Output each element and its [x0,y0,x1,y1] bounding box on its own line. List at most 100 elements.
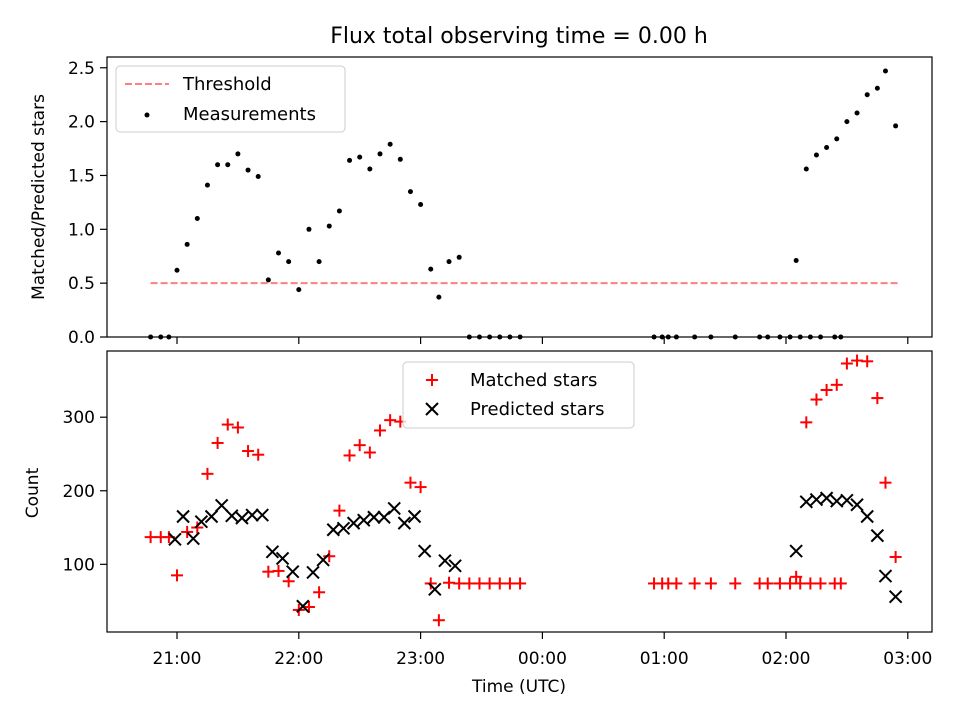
measurement-point [174,267,180,273]
measurement-point [436,294,442,300]
x-tick-label: 00:00 [518,649,567,669]
predicted-star-point [830,494,844,508]
measurement-point [316,259,322,265]
measurement-point [336,208,342,214]
matched-star-point [784,577,797,590]
measurement-point [184,241,190,247]
predicted-star-point [168,532,182,547]
predicted-star-point [275,551,290,566]
matched-star-point [414,481,427,494]
bottom-legend-box [402,361,635,429]
matched-star-point [804,577,817,590]
predicted-star-point [367,510,381,524]
predicted-star-point [296,599,310,613]
measurement-point [347,157,353,163]
top-y-axis: 0.0 0.5 1.0 1.5 2.0 2.5 [68,59,107,348]
bottom-panel: 100 200 300 21:00 22:00 23:00 00:00 01:00 02:00… [23,350,933,697]
bottom-y-tick-label: 200 [63,482,95,502]
bottom-y-tick-label: 300 [63,408,95,428]
matched-star-point [191,521,204,534]
legend-threshold-label: Threshold [182,74,272,95]
matched-star-point [514,577,527,590]
bottom-marks-layer [144,354,903,627]
matched-star-point [810,393,823,406]
matched-star-point [879,476,892,489]
legend-measurements-label: Measurements [183,104,316,125]
top-legend: Threshold Measurements [115,65,346,133]
x-tick-label: 02:00 [762,649,811,669]
measurement-point [893,123,899,129]
matched-star-point [729,577,742,590]
x-tick-label: 01:00 [640,649,689,669]
matched-star-point [262,565,275,578]
bottom-y-tick-label: 100 [63,555,95,575]
predicted-star-point [870,528,885,543]
predicted-star-point [235,511,249,525]
predicted-star-point [336,521,351,535]
predicted-star-point [860,509,874,524]
matched-star-point [453,577,466,590]
measurement-point [882,68,888,74]
matched-star-point [830,378,843,391]
measurement-point [296,287,302,293]
predicted-star-point [186,531,200,546]
measurement-point [367,166,373,172]
matched-star-point [463,577,476,590]
matched-star-point [851,354,864,367]
measurement-point [255,174,261,180]
predicted-star-point [819,491,834,505]
legend-matched-swatch [426,374,438,386]
measurement-point [834,136,840,142]
matched-star-point [272,564,285,577]
bottom-y-axis-label: Count [23,467,43,518]
measurement-point [428,266,434,272]
predicted-star-point [214,498,229,513]
measurement-point [397,156,403,162]
matched-star-point [171,569,183,582]
top-y-axis-label: Matched/Predicted stars [29,94,49,300]
x-tick-label: 22:00 [274,649,323,669]
predicted-star-point [840,493,854,508]
top-y-tick-label: 0.0 [68,328,95,348]
top-marks-layer [148,68,899,340]
matched-star-point [343,449,356,462]
matched-star-point [181,525,194,538]
matched-star-point [211,436,224,449]
measurement-point [793,258,799,264]
matched-star-point [424,577,437,590]
measurement-point [194,216,200,222]
matched-star-point [323,550,336,563]
matched-star-point [688,577,701,590]
matched-star-point [353,439,366,452]
x-tick-label: 21:00 [153,649,202,669]
matched-star-point [773,577,786,590]
matched-star-point [231,421,244,434]
predicted-star-point [316,553,330,567]
top-y-tick-label: 2.5 [68,59,95,79]
measurement-point [235,151,241,157]
predicted-star-point [428,582,442,597]
matched-star-point [483,577,496,590]
predicted-star-point [387,501,401,516]
predicted-star-point [346,516,361,530]
matched-star-point [800,416,813,429]
measurement-point [245,167,251,173]
matched-star-point [861,355,874,368]
matched-star-point [384,414,397,427]
bottom-legend: Matched stars Predicted stars [402,361,635,429]
predicted-star-point [255,508,269,522]
legend-predicted-swatch [425,402,439,416]
measurement-point [377,151,383,157]
top-y-tick-label: 0.5 [68,274,95,294]
matched-star-point [313,586,326,599]
measurement-point [456,254,462,260]
predicted-star-point [176,509,190,524]
predicted-star-point [438,553,452,568]
measurement-point [357,154,363,160]
matched-star-point [252,448,265,461]
measurement-point [813,152,819,158]
matched-star-point [144,531,157,544]
matched-star-point [363,446,376,459]
measurement-point [326,223,332,229]
matched-star-point [794,577,807,590]
